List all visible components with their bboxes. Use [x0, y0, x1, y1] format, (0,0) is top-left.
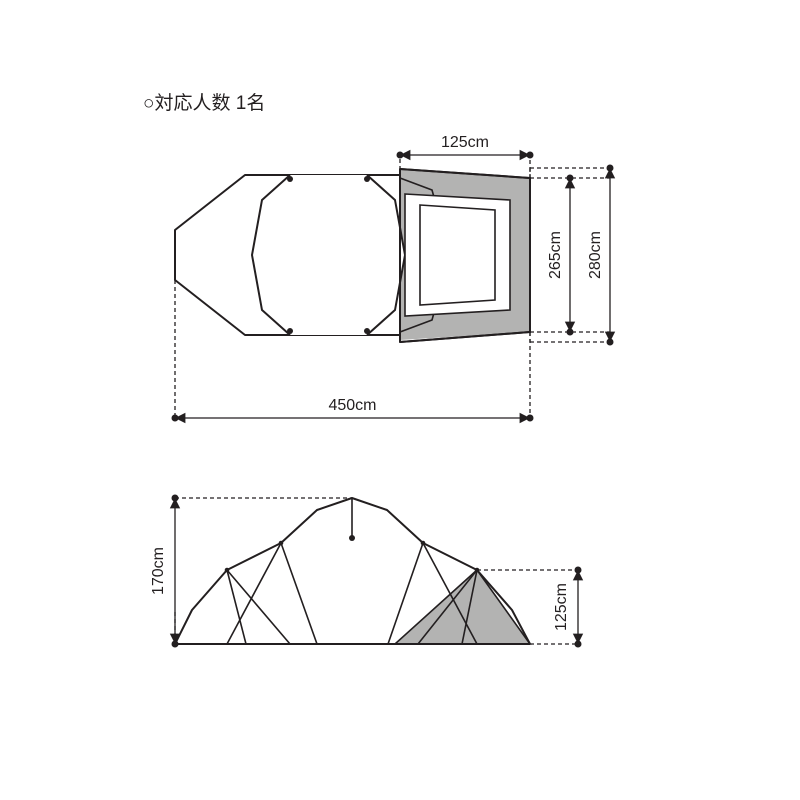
dim-125cm-top: 125cm [441, 134, 489, 151]
tent-diagram: ○対応人数 1名 125cm 450cm 265cm 280cm 170cm 125cm [0, 0, 800, 800]
dim-170cm: 170cm [150, 547, 167, 595]
title: ○対応人数 1名 [143, 92, 265, 114]
side-pole [227, 543, 281, 644]
dim-280cm: 280cm [587, 231, 604, 279]
side-pole [281, 543, 317, 644]
dim-450cm: 450cm [328, 397, 376, 414]
dim-265cm: 265cm [547, 231, 564, 279]
dim-125cm-side: 125cm [553, 583, 570, 631]
